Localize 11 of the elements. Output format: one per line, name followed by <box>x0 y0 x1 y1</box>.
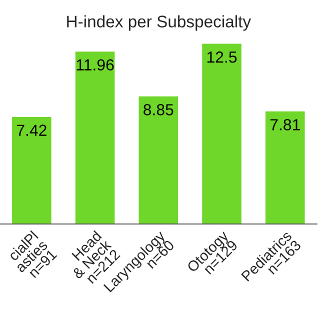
bar <box>202 44 242 224</box>
bar <box>265 111 305 224</box>
data-label: 8.85 <box>144 104 174 116</box>
chart-title: H-index per Subspecialty <box>67 15 252 31</box>
data-label: 11.96 <box>76 59 114 71</box>
bar <box>75 52 115 224</box>
bar <box>12 117 52 224</box>
data-label: 12.5 <box>207 51 237 63</box>
data-label: 7.42 <box>16 124 46 136</box>
data-label: 7.81 <box>270 119 300 130</box>
bar <box>138 96 178 224</box>
